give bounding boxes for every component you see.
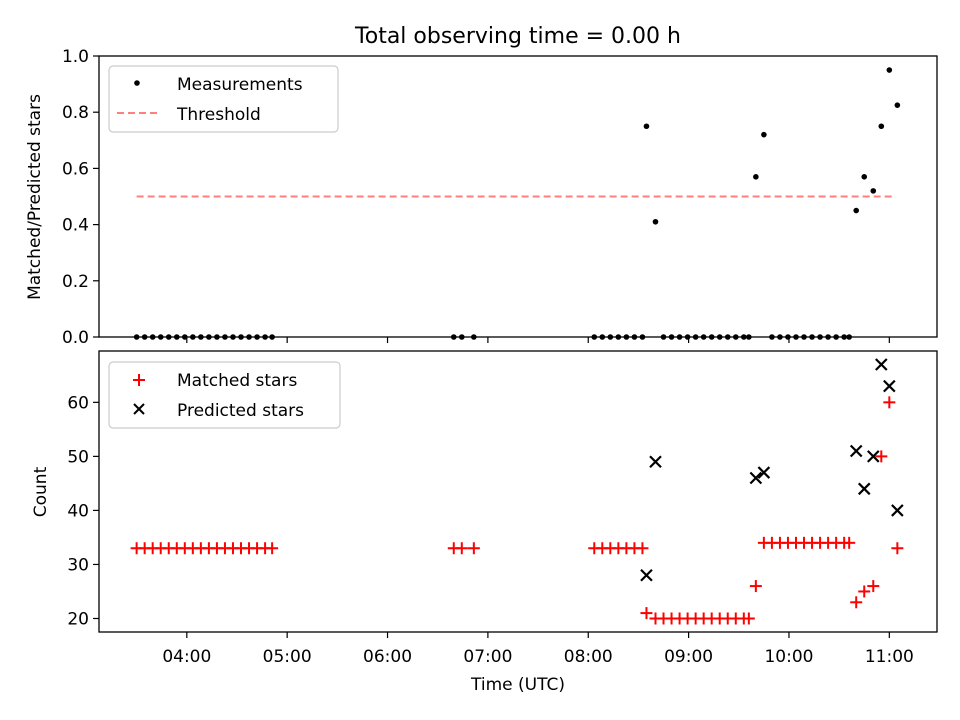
- ratio-legend: Measurements Threshold: [108, 65, 339, 133]
- ratio-legend-box: [108, 65, 339, 133]
- ratio-y-tick-label: 0.4: [62, 216, 89, 236]
- count-axes-frame: [98, 350, 938, 633]
- legend-predicted-marker: [133, 403, 145, 415]
- ratio-panel: 0.0 0.2 0.4 0.6 0.8 1.0 Matched/Predicted sta…: [25, 47, 938, 348]
- measurement-point: [894, 102, 901, 108]
- measurement-point: [870, 188, 877, 194]
- legend-matched-label: Matched stars: [177, 371, 297, 391]
- count-y-tick-label: 50: [67, 447, 89, 467]
- predicted-star-point: [757, 466, 771, 479]
- measurement-point: [853, 207, 860, 214]
- count-legend: Matched stars Predicted stars: [108, 361, 341, 429]
- predicted-star-point: [883, 379, 896, 393]
- count-y-ticks: 20 30 40 50 60: [67, 393, 99, 629]
- ratio-x-ticks: [186, 337, 890, 343]
- x-axis-label: Time (UTC): [470, 675, 565, 695]
- matched-star-point: [455, 542, 468, 555]
- chart-title: Total observing time = 0.00 h: [354, 24, 681, 49]
- matched-star-point: [850, 596, 863, 609]
- ratio-axes-frame: [98, 55, 938, 338]
- x-tick-label: 05:00: [263, 647, 312, 667]
- matched-star-point: [891, 542, 904, 555]
- count-x-ticks: 04:00 05:00 06:00 07:00 08:00 09:00 10:00 11:00: [162, 632, 914, 667]
- count-y-tick-label: 60: [67, 393, 89, 413]
- count-plot-area: [130, 358, 904, 625]
- ratio-y-tick-label: 1.0: [62, 47, 89, 67]
- legend-predicted-label: Predicted stars: [177, 401, 304, 421]
- count-legend-box: [108, 361, 341, 429]
- predicted-star-point: [749, 471, 763, 485]
- matched-star-point: [636, 542, 649, 555]
- x-tick-label: 07:00: [463, 647, 512, 667]
- measurement-point: [753, 174, 759, 180]
- count-y-tick-label: 40: [67, 501, 89, 521]
- measurement-point: [861, 174, 868, 180]
- matched-star-point: [858, 585, 871, 598]
- legend-threshold-label: Threshold: [176, 105, 261, 125]
- x-tick-label: 11:00: [865, 647, 914, 667]
- matched-star-point: [875, 450, 888, 463]
- matched-star-point: [266, 542, 279, 555]
- measurement-point: [878, 123, 885, 130]
- matched-star-point: [640, 607, 653, 620]
- legend-measurement-marker: [134, 80, 140, 86]
- legend-measurements-label: Measurements: [177, 75, 303, 95]
- predicted-star-point: [857, 482, 871, 496]
- matched-star-point: [749, 580, 762, 593]
- measurement-point: [652, 218, 659, 225]
- ratio-y-tick-label: 0.0: [62, 328, 89, 348]
- predicted-star-point: [849, 444, 863, 458]
- count-y-tick-label: 30: [67, 555, 89, 575]
- predicted-star-point: [875, 358, 888, 371]
- ratio-y-tick-label: 0.8: [62, 103, 89, 123]
- x-tick-label: 04:00: [162, 647, 211, 667]
- matched-star-point: [742, 612, 755, 625]
- ratio-y-tick-label: 0.6: [62, 159, 89, 179]
- matched-star-point: [843, 536, 856, 549]
- matched-star-point: [867, 580, 880, 593]
- measurement-point: [886, 67, 893, 73]
- matched-star-point: [883, 396, 896, 409]
- ratio-y-axis-label: Matched/Predicted stars: [25, 94, 45, 300]
- ratio-y-ticks: 0.0 0.2 0.4 0.6 0.8 1.0: [62, 47, 99, 348]
- x-tick-label: 10:00: [764, 647, 813, 667]
- count-y-tick-label: 20: [67, 609, 89, 629]
- legend-matched-marker: [133, 374, 145, 386]
- predicted-star-point: [640, 568, 653, 582]
- x-tick-label: 06:00: [363, 647, 412, 667]
- predicted-star-point: [866, 450, 880, 463]
- count-y-axis-label: Count: [31, 466, 51, 517]
- measurement-point: [761, 131, 767, 138]
- measurement-point: [643, 123, 650, 130]
- ratio-plot-area: [133, 67, 901, 340]
- x-tick-label: 08:00: [564, 647, 613, 667]
- x-tick-label: 09:00: [664, 647, 713, 667]
- matched-star-point: [467, 542, 480, 555]
- predicted-star-point: [891, 504, 904, 517]
- ratio-y-tick-label: 0.2: [62, 272, 89, 292]
- predicted-star-point: [649, 455, 662, 469]
- count-panel: 20 30 40 50 60 04:00 05:00 06:00 07:00 08:00 09:0…: [31, 350, 938, 695]
